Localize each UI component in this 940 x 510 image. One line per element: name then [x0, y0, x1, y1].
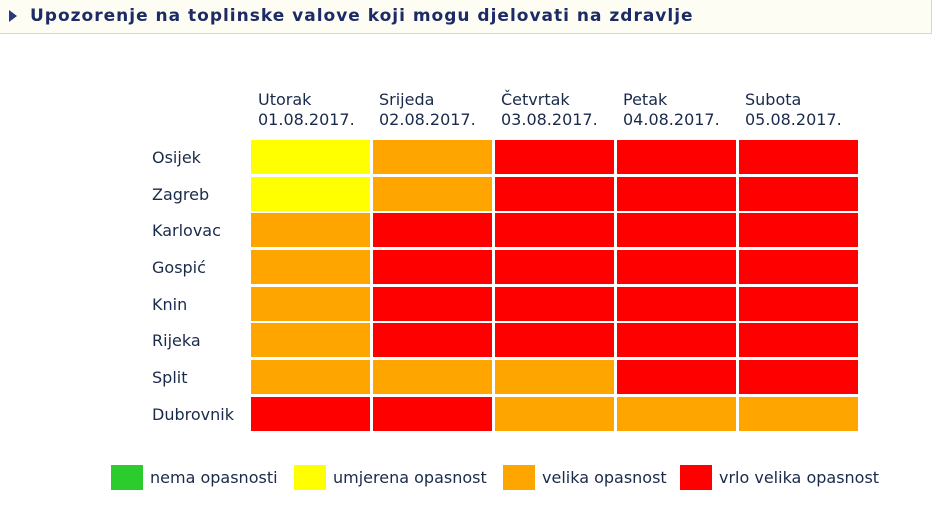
heat-cell [373, 177, 492, 211]
heat-cell [373, 360, 492, 394]
heat-cell [739, 177, 858, 211]
legend-label: vrlo velika opasnost [719, 468, 880, 487]
heat-cell [617, 323, 736, 357]
heat-cell [739, 397, 858, 431]
day-header: Utorak 01.08.2017. [258, 90, 380, 130]
day-date: 03.08.2017. [501, 110, 598, 129]
city-label: Zagreb [152, 185, 210, 204]
heat-cell [251, 250, 370, 284]
heat-cell [373, 140, 492, 174]
city-label: Rijeka [152, 331, 201, 350]
day-date: 02.08.2017. [379, 110, 476, 129]
day-name: Srijeda [379, 90, 435, 109]
heat-cell [739, 213, 858, 247]
day-name: Utorak [258, 90, 312, 109]
page-title: Upozorenje na toplinske valove koji mogu… [30, 6, 694, 26]
heat-cell [739, 323, 858, 357]
day-header: Petak 04.08.2017. [623, 90, 745, 130]
heat-cell [373, 213, 492, 247]
heat-cell [373, 250, 492, 284]
legend-swatch [111, 465, 143, 490]
heat-cell [739, 287, 858, 321]
heat-cell [617, 140, 736, 174]
legend-label: velika opasnost [542, 468, 667, 487]
day-name: Petak [623, 90, 668, 109]
city-label: Gospić [152, 258, 206, 277]
heat-cell [739, 250, 858, 284]
day-date: 01.08.2017. [258, 110, 355, 129]
city-label: Karlovac [152, 221, 221, 240]
day-header: Srijeda 02.08.2017. [379, 90, 501, 130]
city-label: Split [152, 368, 188, 387]
heat-cell [495, 323, 614, 357]
heat-cell [495, 397, 614, 431]
heat-cell [617, 397, 736, 431]
heat-cell [373, 287, 492, 321]
legend-label: nema opasnosti [150, 468, 278, 487]
legend-swatch [503, 465, 535, 490]
triangle-right-icon [9, 10, 17, 22]
day-name: Subota [745, 90, 802, 109]
heat-cell [251, 360, 370, 394]
heat-cell [373, 323, 492, 357]
day-date: 04.08.2017. [623, 110, 720, 129]
legend-swatch [294, 465, 326, 490]
day-header: Subota 05.08.2017. [745, 90, 867, 130]
day-header: Četvrtak 03.08.2017. [501, 90, 623, 130]
city-label: Osijek [152, 148, 201, 167]
heat-cell [251, 287, 370, 321]
heat-cell [617, 287, 736, 321]
heat-cell [251, 213, 370, 247]
heat-cell [617, 250, 736, 284]
city-label: Knin [152, 295, 188, 314]
heat-cell [495, 177, 614, 211]
heat-cell [495, 250, 614, 284]
heat-cell [373, 397, 492, 431]
heat-cell [251, 323, 370, 357]
heat-cell [617, 177, 736, 211]
legend-label: umjerena opasnost [333, 468, 487, 487]
heat-cell [617, 213, 736, 247]
heat-cell [617, 360, 736, 394]
city-label: Dubrovnik [152, 405, 234, 424]
heat-cell [495, 360, 614, 394]
day-date: 05.08.2017. [745, 110, 842, 129]
heat-cell [739, 360, 858, 394]
heat-cell [251, 140, 370, 174]
heat-cell [495, 287, 614, 321]
heat-cell [251, 177, 370, 211]
heat-cell [495, 140, 614, 174]
heat-cell [251, 397, 370, 431]
header-bar: Upozorenje na toplinske valove koji mogu… [0, 0, 932, 34]
heat-cell [495, 213, 614, 247]
day-name: Četvrtak [501, 90, 570, 109]
legend-swatch [680, 465, 712, 490]
heat-cell [739, 140, 858, 174]
